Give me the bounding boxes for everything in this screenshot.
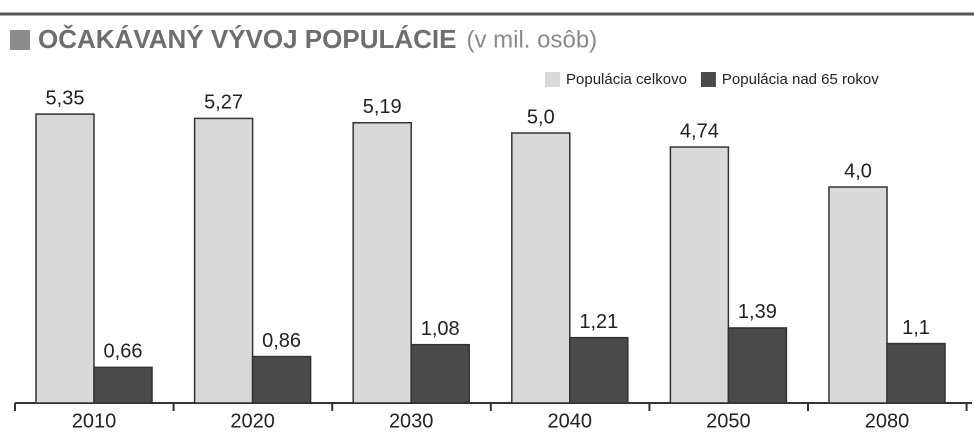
value-label: 1,08 bbox=[421, 318, 460, 340]
bar bbox=[569, 336, 629, 404]
legend-swatch bbox=[700, 72, 716, 87]
x-tick-label: 2040 bbox=[548, 410, 593, 432]
bar bbox=[352, 121, 412, 404]
legend-label: Populácia nad 65 rokov bbox=[722, 71, 879, 88]
bar bbox=[35, 113, 95, 404]
x-tick-label: 2050 bbox=[706, 410, 751, 432]
bar bbox=[93, 366, 153, 404]
value-label: 4,0 bbox=[844, 160, 872, 182]
value-label: 5,0 bbox=[527, 106, 555, 128]
x-tick-label: 2020 bbox=[230, 410, 275, 432]
bar bbox=[727, 327, 788, 404]
x-tick-label: 2080 bbox=[865, 410, 910, 432]
bar bbox=[828, 186, 888, 404]
legend-label: Populácia celkovo bbox=[566, 71, 687, 88]
value-label: 4,74 bbox=[680, 120, 719, 142]
value-label: 5,19 bbox=[363, 96, 402, 118]
bar bbox=[669, 146, 730, 404]
title-icon bbox=[10, 30, 30, 50]
bar bbox=[511, 132, 571, 404]
legend-swatch bbox=[545, 72, 560, 87]
value-label: 1,21 bbox=[579, 311, 618, 333]
bar bbox=[886, 342, 946, 404]
bar bbox=[410, 343, 470, 404]
bar bbox=[193, 117, 254, 404]
x-tick-label: 2030 bbox=[389, 410, 434, 432]
chart-subtitle: (v mil. osôb) bbox=[466, 26, 597, 53]
bar bbox=[251, 355, 312, 404]
value-label: 0,86 bbox=[262, 330, 301, 352]
value-label: 1,1 bbox=[902, 317, 930, 339]
chart-title: OČAKÁVANÝ VÝVOJ POPULÁCIE bbox=[38, 24, 456, 54]
value-label: 1,39 bbox=[738, 301, 777, 323]
value-label: 5,27 bbox=[204, 92, 243, 114]
value-label: 0,66 bbox=[104, 341, 143, 363]
x-tick-label: 2010 bbox=[72, 410, 117, 432]
value-label: 5,35 bbox=[46, 87, 85, 109]
